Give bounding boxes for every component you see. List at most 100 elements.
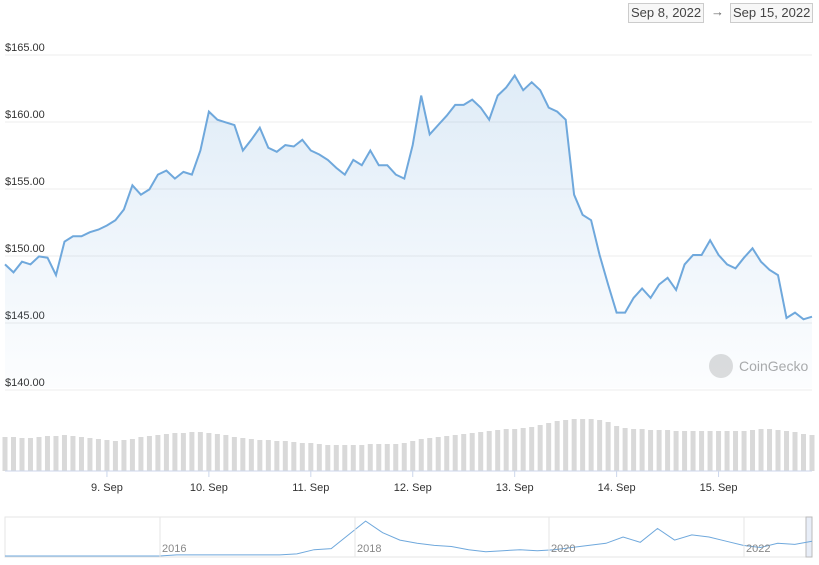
x-tick-label: 13. Sep xyxy=(496,482,534,494)
y-tick-label: $140.00 xyxy=(5,377,45,389)
navigator-label: 2016 xyxy=(162,543,186,555)
volume-bar xyxy=(231,437,237,471)
volume-bar xyxy=(359,445,365,471)
volume-bar xyxy=(597,420,603,471)
volume-bar xyxy=(767,429,773,471)
price-line xyxy=(4,73,813,321)
volume-bar xyxy=(418,439,424,471)
volume-bar xyxy=(605,422,611,471)
volume-bar xyxy=(546,423,552,471)
date-separator: → xyxy=(711,4,724,19)
volume-bar xyxy=(622,428,628,471)
volume-bar xyxy=(563,420,569,471)
volume-bar xyxy=(588,419,594,471)
volume-bar xyxy=(707,431,713,471)
volume-bar xyxy=(316,444,322,471)
volume-bar xyxy=(384,444,390,471)
volume-bar xyxy=(129,439,135,471)
volume-bar xyxy=(299,443,305,471)
volume-bar xyxy=(257,440,263,471)
x-tick-label: 11. Sep xyxy=(292,482,329,494)
volume-bar xyxy=(291,442,297,471)
area xyxy=(5,75,812,388)
date-to[interactable]: Sep 15, 2022 xyxy=(730,3,814,23)
y-tick-label: $155.00 xyxy=(5,176,45,188)
date-from[interactable]: Sep 8, 2022 xyxy=(628,3,705,23)
volume-bar xyxy=(571,419,577,471)
volume-bar xyxy=(367,444,373,471)
volume-bar xyxy=(452,435,458,471)
volume-bar xyxy=(206,433,212,471)
volume-bar xyxy=(325,445,331,471)
volume-bar xyxy=(614,426,620,471)
volume-bar xyxy=(784,431,790,471)
volume-bar xyxy=(401,443,407,471)
navigator-label: 2022 xyxy=(746,543,770,555)
volume-bar xyxy=(529,427,535,471)
volume-bar xyxy=(809,435,815,471)
volume-bar xyxy=(61,435,67,471)
volume-bar xyxy=(27,438,33,471)
volume-bar xyxy=(274,441,280,471)
volume-bar xyxy=(10,437,16,471)
volume-bar xyxy=(376,444,382,471)
volume-bar xyxy=(180,433,186,471)
x-tick-label: 12. Sep xyxy=(394,482,432,494)
volume-bar xyxy=(648,430,654,471)
volume-bar xyxy=(36,437,42,471)
y-tick-label: $160.00 xyxy=(5,109,45,121)
volume-bar xyxy=(393,444,399,471)
volume-bar xyxy=(87,438,93,471)
volume-bar xyxy=(112,441,118,471)
volume-bar xyxy=(461,434,467,471)
volume-bar xyxy=(792,432,798,471)
volume-bar xyxy=(512,429,518,471)
volume-bar xyxy=(265,440,271,471)
watermark: CoinGecko xyxy=(739,358,808,374)
volume-bar xyxy=(240,438,246,471)
volume-bar xyxy=(435,437,441,471)
volume-bar xyxy=(70,436,76,471)
x-tick-label: 10. Sep xyxy=(190,482,228,494)
volume-bar xyxy=(95,439,101,471)
navigator-handle[interactable] xyxy=(805,516,813,558)
volume-bar xyxy=(342,445,348,471)
volume-bar xyxy=(673,431,679,471)
volume-bar xyxy=(53,436,59,471)
volume-bar xyxy=(656,430,662,471)
watermark-logo xyxy=(709,354,733,378)
volume-bar xyxy=(163,434,169,471)
volume-bar xyxy=(469,433,475,471)
navigator-label: 2018 xyxy=(357,543,381,555)
volume-bar xyxy=(631,429,637,471)
navigator-frame xyxy=(4,516,813,558)
volume-bar xyxy=(155,435,161,471)
volume-bar xyxy=(775,430,781,471)
volume-bar xyxy=(716,431,722,471)
y-tick-label: $145.00 xyxy=(5,310,45,322)
navigator-line xyxy=(5,520,813,557)
volume-bar xyxy=(172,433,178,471)
y-tick-label: $150.00 xyxy=(5,243,45,255)
volume-bar xyxy=(410,441,416,471)
volume-bar xyxy=(682,431,688,471)
volume-bar xyxy=(350,445,356,471)
volume-bar xyxy=(639,429,645,471)
volume-bar xyxy=(537,425,543,471)
volume-bar xyxy=(444,436,450,471)
volume-bar xyxy=(724,431,730,471)
volume-bar xyxy=(308,443,314,471)
volume-bar xyxy=(495,430,501,471)
x-tick-label: 14. Sep xyxy=(598,482,636,494)
volume-bar xyxy=(282,441,288,471)
navigator-label: 2020 xyxy=(551,543,575,555)
volume-bar xyxy=(427,438,433,471)
volume-bar xyxy=(197,432,203,471)
volume-bar xyxy=(520,428,526,471)
volume-bar xyxy=(248,439,254,471)
volume-bar xyxy=(758,429,764,471)
volume-bar xyxy=(146,436,152,471)
volume-bar xyxy=(486,431,492,471)
volume-bar xyxy=(503,429,509,471)
